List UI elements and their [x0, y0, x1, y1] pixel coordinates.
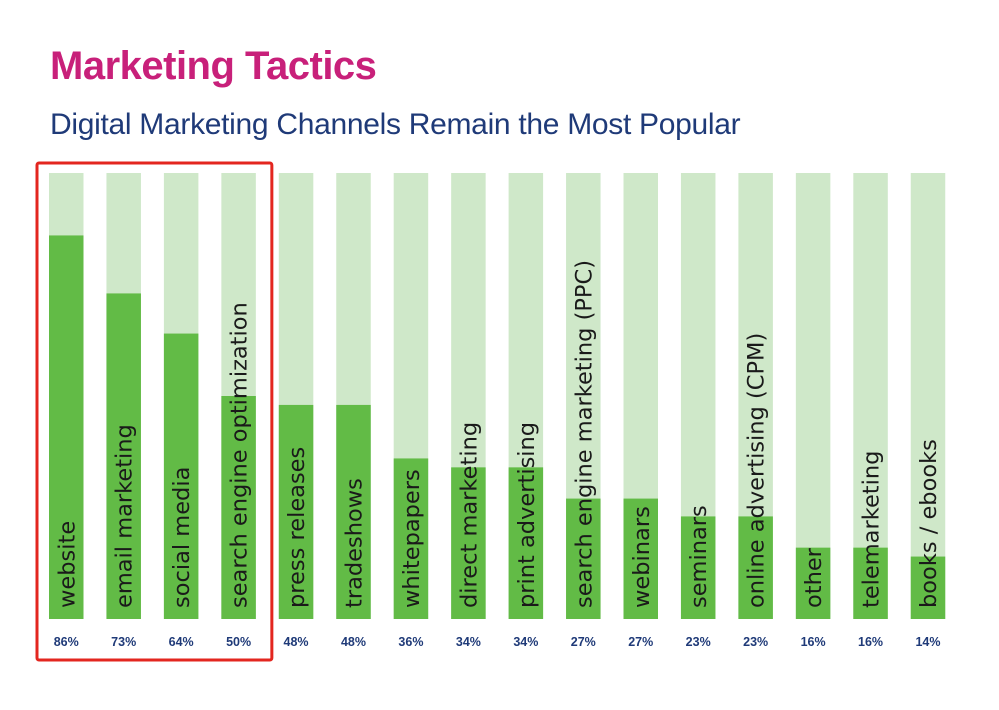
- bar: [336, 404, 371, 619]
- bar: [738, 516, 773, 619]
- value-label: 34%: [456, 635, 481, 649]
- bar: [163, 333, 199, 619]
- value-label: 73%: [111, 635, 136, 649]
- bar: [910, 556, 946, 619]
- value-label: 64%: [169, 635, 194, 649]
- bar: [680, 516, 716, 619]
- category-label: search engine optimization: [227, 302, 253, 608]
- category-label: direct marketing: [456, 422, 482, 608]
- bar: [508, 467, 544, 619]
- category-label: email marketing: [112, 424, 138, 608]
- bar: [278, 404, 314, 619]
- category-label: books / ebooks: [916, 439, 942, 608]
- category-label: press releases: [284, 447, 310, 608]
- category-label: search engine marketing (PPC): [571, 260, 597, 608]
- value-label: 50%: [226, 635, 251, 649]
- bar: [393, 458, 429, 619]
- category-label: social media: [169, 467, 195, 608]
- bar: [106, 293, 141, 619]
- value-label: 36%: [398, 635, 423, 649]
- bar: [795, 547, 831, 619]
- category-label: website: [54, 521, 80, 608]
- category-label: webinars: [629, 506, 655, 608]
- bar: [221, 396, 256, 619]
- bar: [853, 547, 888, 619]
- value-label: 48%: [284, 635, 309, 649]
- category-label: telemarketing: [859, 451, 885, 608]
- category-label: print advertising: [514, 422, 540, 608]
- value-label: 27%: [628, 635, 653, 649]
- value-label: 48%: [341, 635, 366, 649]
- bar-track: [853, 173, 888, 619]
- value-label: 23%: [743, 635, 768, 649]
- chart-title: Marketing Tactics: [50, 44, 377, 88]
- category-label: tradeshows: [342, 478, 368, 608]
- chart-subtitle: Digital Marketing Channels Remain the Mo…: [50, 108, 741, 141]
- bar: [623, 498, 658, 619]
- bar: [49, 235, 84, 619]
- bar: [566, 498, 601, 619]
- bar-track: [910, 173, 946, 619]
- value-label: 23%: [686, 635, 711, 649]
- value-label: 86%: [54, 635, 79, 649]
- category-label: online advertising (CPM): [744, 333, 770, 608]
- value-label: 16%: [801, 635, 826, 649]
- value-label: 14%: [915, 635, 940, 649]
- category-label: whitepapers: [399, 469, 425, 608]
- value-label: 27%: [571, 635, 596, 649]
- bar-track: [795, 173, 831, 619]
- value-label: 16%: [858, 635, 883, 649]
- category-label: seminars: [686, 505, 712, 608]
- highlight-box: [35, 161, 274, 662]
- value-label: 34%: [513, 635, 538, 649]
- category-label: other: [801, 547, 827, 608]
- bar: [451, 467, 486, 619]
